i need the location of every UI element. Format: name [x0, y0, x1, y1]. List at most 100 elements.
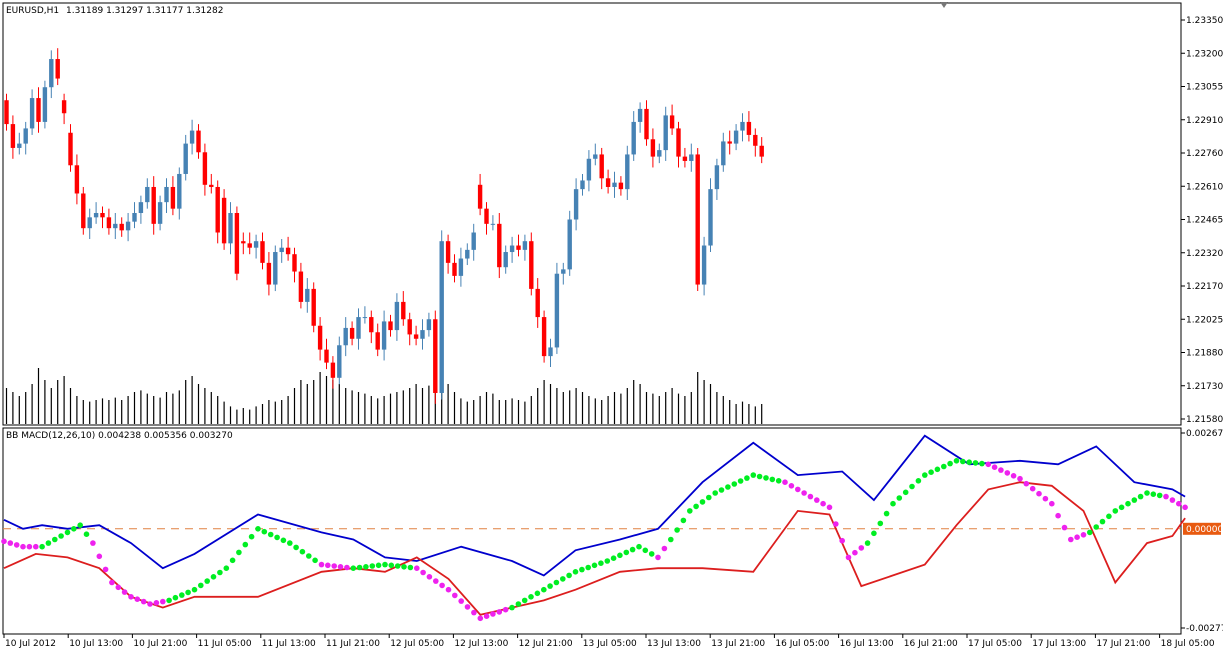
- candle: [305, 278, 310, 313]
- macd-signal-dot: [566, 572, 572, 579]
- candle: [541, 310, 547, 363]
- macd-signal-dot: [782, 479, 788, 486]
- candle: [522, 234, 528, 261]
- macd-signal-dot: [1137, 493, 1144, 500]
- candle-body: [106, 217, 112, 229]
- candle: [401, 291, 406, 326]
- candle: [189, 119, 195, 155]
- candle: [484, 202, 489, 235]
- macd-signal-dot: [560, 576, 566, 582]
- candle-body: [74, 165, 80, 194]
- macd-signal-dot: [807, 493, 814, 500]
- macd-signal-dot: [1118, 504, 1125, 511]
- candle: [490, 215, 496, 231]
- candle: [151, 176, 156, 235]
- macd-signal-dot: [204, 578, 210, 584]
- macd-signal-dot: [1144, 490, 1150, 496]
- candle: [740, 113, 745, 142]
- candle-body: [132, 212, 137, 222]
- candle-body: [151, 186, 156, 224]
- candle-body: [311, 288, 316, 326]
- candle: [663, 106, 668, 161]
- macd-signal-dot: [1036, 490, 1042, 497]
- scroll-marker-icon[interactable]: [940, 2, 948, 8]
- time-tick-label: 11 Jul 21:00: [326, 639, 380, 649]
- time-tick-label: 16 Jul 13:00: [840, 639, 894, 649]
- macd-signal-dot: [223, 565, 230, 571]
- candle: [413, 325, 419, 346]
- time-tick-label: 13 Jul 13:00: [647, 639, 701, 649]
- macd-signal-dot: [941, 463, 947, 470]
- macd-signal-dot: [1074, 534, 1080, 540]
- macd-signal-dot: [547, 583, 553, 589]
- candle-body: [753, 134, 758, 146]
- candle-body: [381, 321, 387, 350]
- macd-signal-dot: [58, 533, 64, 539]
- candle-body: [317, 325, 323, 350]
- candle: [381, 310, 387, 361]
- macd-signal-dot: [1112, 508, 1119, 514]
- candle-body: [189, 130, 195, 144]
- time-tick-label: 13 Jul 21:00: [711, 639, 765, 649]
- candle: [170, 176, 176, 216]
- macd-signal-dot: [1004, 470, 1011, 476]
- macd-signal-dot: [820, 500, 826, 507]
- candle-body: [529, 241, 534, 289]
- candle: [215, 180, 220, 244]
- candle-body: [170, 186, 176, 209]
- candle: [375, 323, 380, 357]
- candle-body: [445, 241, 451, 263]
- candle: [618, 176, 624, 196]
- candle: [260, 232, 265, 270]
- candle: [369, 310, 374, 344]
- candle-body: [157, 202, 163, 224]
- macd-signal-dot: [1156, 492, 1163, 499]
- macd-signal-dot: [922, 472, 928, 478]
- candle: [55, 48, 60, 86]
- candle: [356, 308, 361, 350]
- macd-signal-dot: [1131, 497, 1138, 503]
- macd-signal-dot: [839, 537, 845, 544]
- candle: [247, 232, 252, 255]
- price-panel-frame: [2, 2, 1182, 426]
- time-tick-label: 17 Jul 05:00: [968, 639, 1022, 649]
- candle-body: [209, 184, 214, 187]
- candle-body: [637, 108, 643, 122]
- candle: [87, 208, 92, 240]
- candle: [145, 178, 150, 209]
- macd-signal-dot: [706, 494, 712, 501]
- macd-signal-dot: [1163, 493, 1169, 500]
- macd-signal-dot: [718, 487, 725, 493]
- candle: [68, 124, 73, 172]
- price-tick-label: 1.21730: [1186, 382, 1223, 392]
- candle-body: [247, 243, 252, 248]
- candle-body: [330, 362, 336, 378]
- time-tick-label: 11 Jul 13:00: [262, 639, 316, 649]
- candle: [458, 247, 464, 287]
- macd-signal-dot: [1176, 500, 1182, 507]
- candle-body: [228, 212, 233, 244]
- macd-signal-dot: [229, 557, 236, 564]
- candle-body: [292, 254, 297, 272]
- macd-signal-dot: [71, 526, 77, 532]
- candle-body: [145, 186, 150, 203]
- macd-signal-dot: [1068, 536, 1074, 543]
- time-tick-label: 10 Jul 13:00: [69, 639, 123, 649]
- candle-body: [516, 245, 521, 250]
- price-tick-label: 1.21580: [1186, 415, 1223, 425]
- candle: [241, 232, 246, 255]
- macd-signal-dot: [502, 606, 509, 613]
- candle: [721, 132, 726, 172]
- candle-body: [68, 132, 73, 166]
- macd-panel-frame: [2, 427, 1182, 635]
- macd-signal-dot: [420, 569, 426, 576]
- candle-body: [100, 212, 105, 218]
- time-tick-label: 12 Jul 21:00: [519, 639, 573, 649]
- candle: [253, 234, 259, 259]
- price-tick-label: 1.22170: [1186, 282, 1223, 292]
- macd-signal-dot: [896, 495, 903, 501]
- candle-body: [644, 108, 649, 140]
- macd-signal-dot: [934, 466, 941, 473]
- macd-signal-dot: [1, 538, 7, 545]
